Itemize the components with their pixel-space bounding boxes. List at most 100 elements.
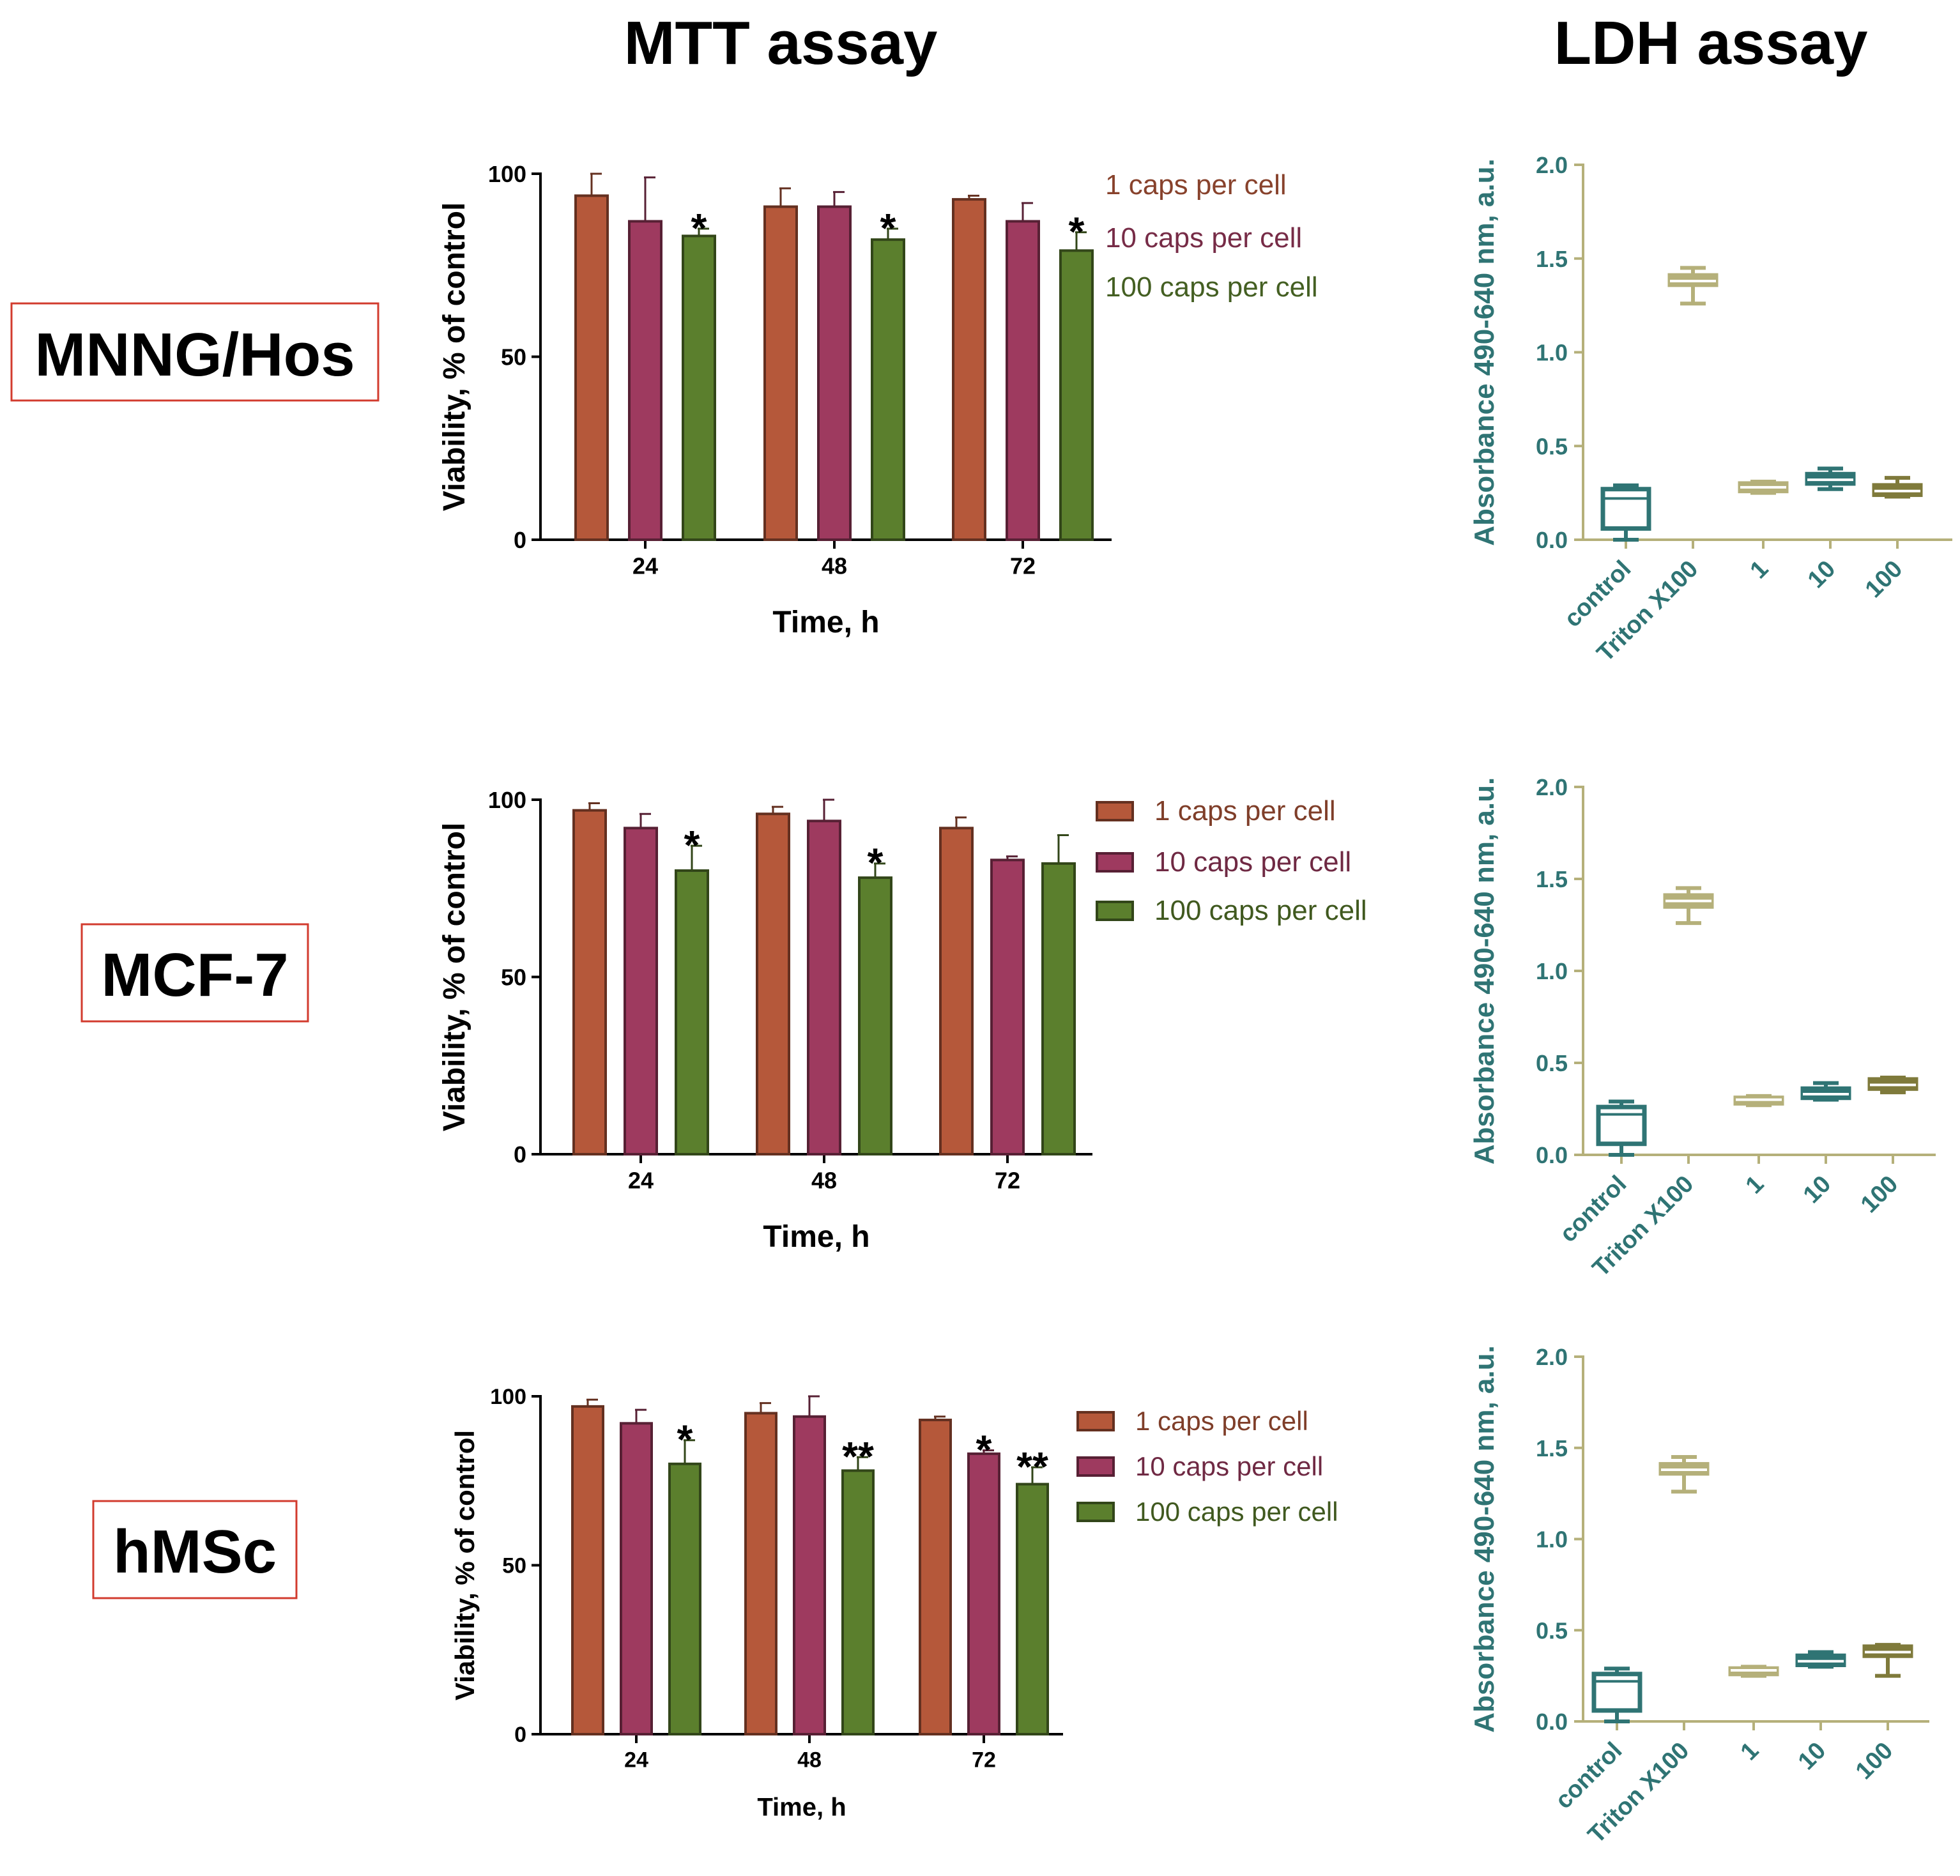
- y-tick-label: 2.0: [1536, 774, 1568, 800]
- legend-label: 100 caps per cell: [1105, 271, 1318, 303]
- bar: [1016, 1483, 1049, 1736]
- x-tick-label: 1: [1745, 556, 1774, 584]
- bar: [571, 1405, 604, 1736]
- y-tick-label: 0.0: [1536, 527, 1568, 553]
- cell-line-label-mcf-7: MCF-7: [80, 923, 309, 1023]
- bar: [624, 827, 658, 1156]
- legend-swatch: [1076, 1456, 1115, 1477]
- y-tick-label: 0: [514, 1723, 526, 1747]
- x-tick-label: 100: [1851, 1737, 1899, 1785]
- y-tick-label: 0.5: [1536, 433, 1568, 459]
- legend-label: 100 caps per cell: [1154, 895, 1367, 926]
- significance-marker: *: [677, 1417, 693, 1463]
- x-tick-label: 1: [1741, 1171, 1770, 1200]
- bar: [682, 234, 716, 541]
- x-tick-label: 48: [797, 1748, 822, 1772]
- y-tick-label: 100: [488, 161, 526, 187]
- y-tick-label: 1.5: [1536, 866, 1568, 892]
- bar: [1059, 249, 1094, 541]
- bar: [572, 809, 607, 1155]
- x-tick-label: 24: [624, 1748, 648, 1772]
- bar: [841, 1469, 875, 1735]
- bar: [967, 1452, 1000, 1735]
- y-tick-label: 1.5: [1536, 246, 1568, 272]
- x-tick-label: 1: [1736, 1737, 1765, 1766]
- legend-label: 1 caps per cell: [1105, 169, 1287, 201]
- bar: [744, 1412, 777, 1735]
- significance-marker: *: [976, 1426, 992, 1472]
- cell-line-label-hmsc: hMSc: [92, 1500, 298, 1599]
- x-tick-label: 48: [822, 553, 847, 579]
- y-axis-label: Viability, % of control: [438, 202, 471, 512]
- bar: [871, 238, 905, 541]
- box: [1600, 487, 1651, 531]
- bar: [574, 194, 609, 541]
- y-tick-label: 1.0: [1536, 1527, 1568, 1553]
- significance-marker: *: [868, 840, 884, 886]
- significance-marker: **: [842, 1433, 874, 1479]
- legend-swatch: [1096, 852, 1134, 873]
- box: [1591, 1672, 1642, 1713]
- bar: [952, 198, 986, 541]
- mtt-chart-mcf-7: 0 50 100 Viability, % of control 24 48 72 Time,…: [438, 787, 1367, 1254]
- x-tick-label: 10: [1793, 1737, 1832, 1776]
- ldh-chart-mnng-hos: 0.0 0.5 1.0 1.5 2.0 Absorbance 490-640 nm, a.…: [1469, 152, 1952, 667]
- bar: [756, 812, 790, 1155]
- legend-swatch: [1096, 801, 1134, 821]
- y-axis-label: Absorbance 490-640 nm, a.u.: [1469, 1345, 1500, 1732]
- legend-label: 100 caps per cell: [1135, 1497, 1338, 1527]
- legend-swatch: [1096, 901, 1134, 921]
- y-tick-label: 1.0: [1536, 340, 1568, 366]
- legend-swatch: [1076, 1502, 1115, 1522]
- bar: [807, 820, 841, 1156]
- legend-label: 1 caps per cell: [1135, 1406, 1308, 1436]
- legend-label: 1 caps per cell: [1154, 795, 1336, 827]
- x-tick-label: 10: [1803, 556, 1841, 594]
- bar: [817, 205, 852, 541]
- legend-label: 10 caps per cell: [1135, 1451, 1323, 1481]
- x-tick-label: 100: [1856, 1171, 1904, 1219]
- bar: [1006, 220, 1040, 541]
- y-tick-label: 1.0: [1536, 958, 1568, 984]
- x-axis-label: Time, h: [757, 1793, 846, 1821]
- bar: [858, 876, 892, 1155]
- y-tick-label: 2.0: [1536, 1344, 1568, 1370]
- mtt-chart-mnng-hos: 0 50 100 Viability, % of control 24 48 72 Time,…: [438, 161, 1318, 639]
- bar: [628, 220, 662, 541]
- ldh-assay-heading: LDH assay: [1554, 9, 1868, 77]
- y-tick-label: 2.0: [1536, 152, 1568, 178]
- bar: [919, 1419, 952, 1736]
- significance-marker: *: [684, 822, 700, 868]
- bar: [668, 1462, 701, 1736]
- mtt-assay-heading: MTT assay: [624, 9, 938, 77]
- significance-marker: **: [1016, 1444, 1048, 1490]
- y-tick-label: 100: [488, 787, 526, 813]
- bar: [1041, 862, 1076, 1156]
- y-tick-label: 50: [502, 1554, 526, 1578]
- y-tick-label: 100: [490, 1385, 526, 1409]
- y-tick-label: 0.5: [1536, 1617, 1568, 1643]
- x-tick-label: 48: [811, 1168, 837, 1194]
- y-axis-label: Absorbance 490-640 nm, a.u.: [1469, 158, 1500, 545]
- x-tick-label: 72: [972, 1748, 996, 1772]
- bar: [620, 1422, 653, 1736]
- y-axis-label: Absorbance 490-640 nm, a.u.: [1469, 777, 1500, 1164]
- y-axis-label: Viability, % of control: [438, 823, 471, 1132]
- y-tick-label: 1.5: [1536, 1435, 1568, 1461]
- bar: [990, 858, 1025, 1155]
- y-tick-label: 0.5: [1536, 1050, 1568, 1076]
- y-tick-label: 0.0: [1536, 1709, 1568, 1735]
- x-tick-label: 24: [628, 1168, 654, 1194]
- significance-marker: *: [691, 205, 707, 251]
- cell-line-text: MCF-7: [101, 941, 288, 1009]
- bar: [939, 827, 974, 1156]
- box: [1596, 1104, 1647, 1147]
- legend-label: 10 caps per cell: [1105, 222, 1302, 254]
- ldh-chart-mcf-7: 0.0 0.5 1.0 1.5 2.0 Absorbance 490-640 nm, a.…: [1469, 774, 1936, 1282]
- significance-marker: *: [1069, 208, 1085, 254]
- y-tick-label: 0: [514, 1141, 526, 1168]
- significance-marker: *: [880, 205, 896, 251]
- cell-line-label-mnng-hos: MNNG/Hos: [10, 302, 379, 402]
- cell-line-text: hMSc: [113, 1518, 277, 1586]
